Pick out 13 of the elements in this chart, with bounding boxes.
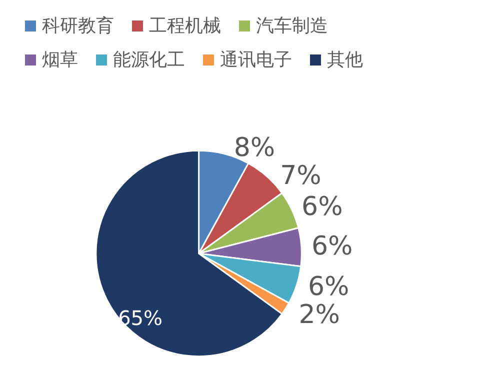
- data-label: 6%: [308, 272, 350, 302]
- legend-label: 烟草: [42, 50, 78, 70]
- data-label: 7%: [280, 161, 322, 192]
- legend-label: 通讯电子: [220, 50, 292, 70]
- legend-label: 能源化工: [113, 50, 185, 70]
- data-label: 6%: [302, 192, 343, 222]
- legend-label: 科研教育: [42, 16, 114, 36]
- legend-label: 其他: [327, 50, 363, 70]
- legend-label: 工程机械: [149, 16, 221, 36]
- legend-label: 汽车制造: [256, 16, 328, 36]
- data-label: 8%: [234, 133, 276, 164]
- data-label: 6%: [311, 232, 353, 262]
- data-label: 2%: [298, 300, 340, 330]
